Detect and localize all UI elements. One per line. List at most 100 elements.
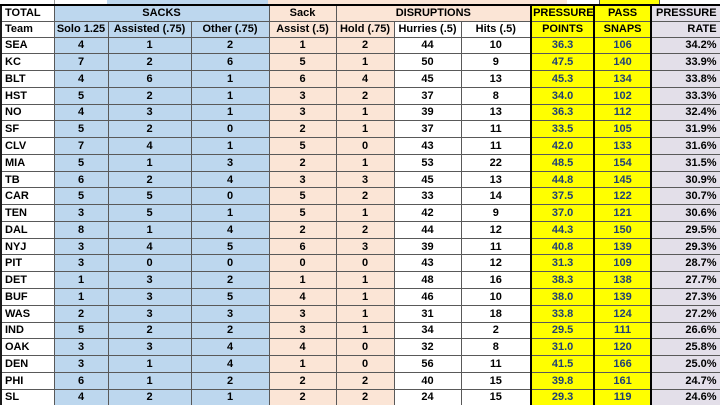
cell-team[interactable]: PHI <box>0 371 55 390</box>
cell-hurries[interactable]: 45 <box>393 70 462 88</box>
cell-pressure-rate[interactable]: 34.2% <box>650 36 720 55</box>
cell-pressure-points[interactable]: 36.3 <box>530 103 595 122</box>
cell-assisted-sacks[interactable]: 1 <box>107 36 192 55</box>
cell-hits[interactable]: 12 <box>460 220 532 239</box>
col-header-team[interactable]: Team <box>0 20 55 38</box>
cell-assisted-sacks[interactable]: 5 <box>107 204 192 222</box>
cell-hold[interactable]: 1 <box>335 304 395 323</box>
cell-assisted-sacks[interactable]: 6 <box>107 70 192 88</box>
cell-team[interactable]: SF <box>0 120 55 139</box>
cell-hold[interactable]: 3 <box>335 237 395 256</box>
cell-other-sacks[interactable]: 4 <box>190 338 270 357</box>
header-pass[interactable]: PASS <box>593 4 652 22</box>
cell-hurries[interactable]: 56 <box>393 355 462 373</box>
cell-assisted-sacks[interactable]: 1 <box>107 355 192 373</box>
cell-other-sacks[interactable]: 2 <box>190 36 270 55</box>
cell-pressure-rate[interactable]: 26.6% <box>650 321 720 340</box>
cell-team[interactable]: DEN <box>0 355 55 373</box>
cell-assisted-sacks[interactable]: 1 <box>107 220 192 239</box>
cell-solo-sacks[interactable]: 4 <box>53 103 109 122</box>
cell-pressure-points[interactable]: 31.3 <box>530 254 595 273</box>
cell-pressure-rate[interactable]: 27.2% <box>650 304 720 323</box>
cell-hits[interactable]: 16 <box>460 271 532 289</box>
cell-hold[interactable]: 0 <box>335 137 395 155</box>
col-header-other[interactable]: Other (.75) <box>190 20 270 38</box>
cell-assisted-sacks[interactable]: 2 <box>107 321 192 340</box>
cell-solo-sacks[interactable]: 4 <box>53 388 109 405</box>
cell-sack-assist[interactable]: 2 <box>268 153 337 172</box>
cell-hits[interactable]: 2 <box>460 321 532 340</box>
cell-team[interactable]: TB <box>0 170 55 189</box>
cell-team[interactable]: NYJ <box>0 237 55 256</box>
cell-team[interactable]: BLT <box>0 70 55 88</box>
cell-hold[interactable]: 1 <box>335 120 395 139</box>
cell-solo-sacks[interactable]: 5 <box>53 153 109 172</box>
cell-hold[interactable]: 2 <box>335 371 395 390</box>
cell-pressure-rate[interactable]: 30.7% <box>650 187 720 206</box>
header-group-disruptions[interactable]: DISRUPTIONS <box>335 4 532 22</box>
cell-sack-assist[interactable]: 2 <box>268 388 337 405</box>
cell-assisted-sacks[interactable]: 3 <box>107 304 192 323</box>
cell-pass-snaps[interactable]: 138 <box>593 271 652 289</box>
cell-sack-assist[interactable]: 5 <box>268 187 337 206</box>
cell-solo-sacks[interactable]: 1 <box>53 271 109 289</box>
cell-pass-snaps[interactable]: 139 <box>593 237 652 256</box>
cell-sack-assist[interactable]: 5 <box>268 53 337 72</box>
cell-pressure-rate[interactable]: 33.9% <box>650 53 720 72</box>
cell-pass-snaps[interactable]: 109 <box>593 254 652 273</box>
cell-team[interactable]: NO <box>0 103 55 122</box>
cell-assisted-sacks[interactable]: 3 <box>107 287 192 306</box>
cell-hits[interactable]: 14 <box>460 187 532 206</box>
cell-pressure-points[interactable]: 37.0 <box>530 204 595 222</box>
cell-solo-sacks[interactable]: 3 <box>53 204 109 222</box>
cell-solo-sacks[interactable]: 6 <box>53 371 109 390</box>
header-group-sacks[interactable]: SACKS <box>53 4 270 22</box>
cell-hold[interactable]: 3 <box>335 170 395 189</box>
cell-solo-sacks[interactable]: 3 <box>53 338 109 357</box>
cell-assisted-sacks[interactable]: 1 <box>107 153 192 172</box>
cell-pressure-points[interactable]: 33.5 <box>530 120 595 139</box>
cell-hits[interactable]: 11 <box>460 355 532 373</box>
cell-pressure-rate[interactable]: 31.5% <box>650 153 720 172</box>
cell-pressure-rate[interactable]: 33.3% <box>650 86 720 105</box>
cell-hurries[interactable]: 50 <box>393 53 462 72</box>
cell-assisted-sacks[interactable]: 4 <box>107 137 192 155</box>
cell-pass-snaps[interactable]: 145 <box>593 170 652 189</box>
cell-hurries[interactable]: 31 <box>393 304 462 323</box>
cell-hurries[interactable]: 44 <box>393 220 462 239</box>
cell-other-sacks[interactable]: 1 <box>190 204 270 222</box>
cell-sack-assist[interactable]: 1 <box>268 36 337 55</box>
cell-sack-assist[interactable]: 2 <box>268 220 337 239</box>
cell-pass-snaps[interactable]: 133 <box>593 137 652 155</box>
cell-pass-snaps[interactable]: 105 <box>593 120 652 139</box>
cell-pressure-rate[interactable]: 31.9% <box>650 120 720 139</box>
header-total[interactable]: TOTAL <box>0 4 55 22</box>
cell-hurries[interactable]: 39 <box>393 237 462 256</box>
cell-pressure-rate[interactable]: 28.7% <box>650 254 720 273</box>
cell-solo-sacks[interactable]: 5 <box>53 86 109 105</box>
cell-team[interactable]: SEA <box>0 36 55 55</box>
cell-solo-sacks[interactable]: 2 <box>53 304 109 323</box>
cell-pass-snaps[interactable]: 119 <box>593 388 652 405</box>
cell-hits[interactable]: 8 <box>460 338 532 357</box>
cell-sack-assist[interactable]: 6 <box>268 70 337 88</box>
header-pressure-rate[interactable]: PRESSURE <box>650 4 720 22</box>
cell-pressure-points[interactable]: 34.0 <box>530 86 595 105</box>
cell-pressure-points[interactable]: 38.0 <box>530 287 595 306</box>
cell-pressure-points[interactable]: 40.8 <box>530 237 595 256</box>
cell-other-sacks[interactable]: 5 <box>190 287 270 306</box>
cell-sack-assist[interactable]: 1 <box>268 271 337 289</box>
cell-team[interactable]: BUF <box>0 287 55 306</box>
cell-hits[interactable]: 11 <box>460 237 532 256</box>
cell-sack-assist[interactable]: 3 <box>268 170 337 189</box>
cell-pressure-points[interactable]: 38.3 <box>530 271 595 289</box>
cell-hits[interactable]: 11 <box>460 137 532 155</box>
cell-pass-snaps[interactable]: 106 <box>593 36 652 55</box>
cell-other-sacks[interactable]: 1 <box>190 86 270 105</box>
cell-sack-assist[interactable]: 0 <box>268 254 337 273</box>
cell-hold[interactable]: 2 <box>335 187 395 206</box>
cell-team[interactable]: DET <box>0 271 55 289</box>
cell-pressure-points[interactable]: 31.0 <box>530 338 595 357</box>
cell-hold[interactable]: 1 <box>335 287 395 306</box>
cell-hold[interactable]: 0 <box>335 254 395 273</box>
